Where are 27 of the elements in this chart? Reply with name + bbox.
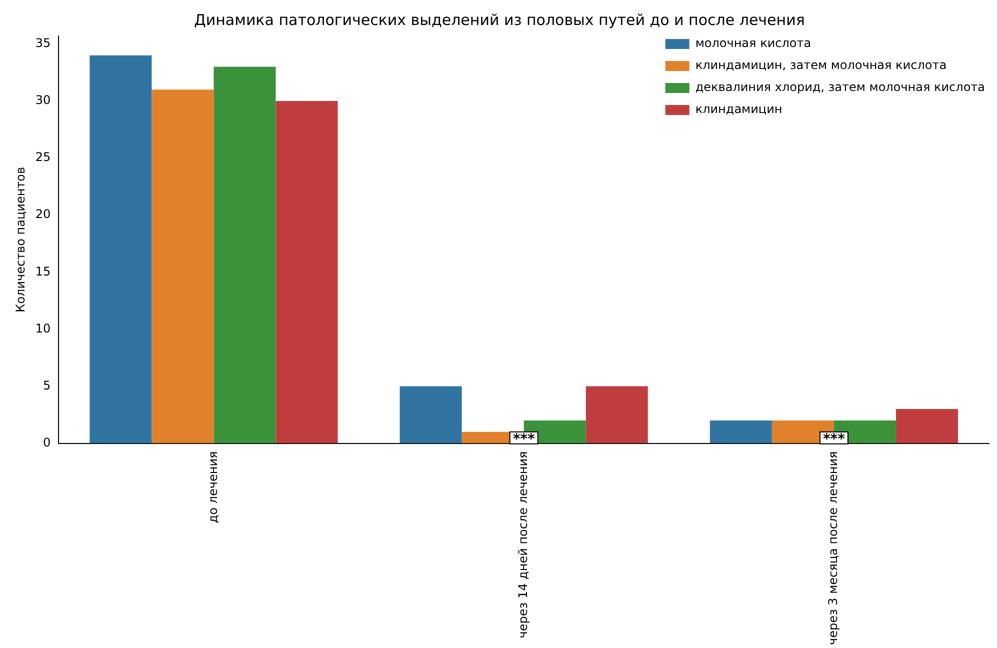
legend-label: деквалиния хлорид, затем молочная кислота [695, 80, 986, 94]
x-tick-label: через 3 месяца после лечения [826, 451, 840, 646]
y-tick-label: 5 [43, 378, 51, 392]
y-tick-label: 30 [35, 93, 51, 108]
x-tick-label: через 14 дней после лечения [516, 451, 530, 638]
bar [152, 90, 214, 444]
x-tick-label: до лечения [206, 451, 220, 524]
legend-label: молочная кислота [695, 36, 812, 50]
y-tick-label: 35 [35, 36, 51, 50]
bar [586, 386, 648, 444]
y-axis-title: Количество пациентов [13, 166, 28, 312]
annotation: *** [822, 431, 846, 448]
bar [276, 101, 338, 444]
bar [710, 420, 772, 444]
chart-title: Динамика патологических выделений из половых путей до и после лечения [194, 10, 805, 29]
y-tick-label: 20 [35, 207, 51, 222]
bar [400, 386, 462, 444]
bar [90, 55, 152, 444]
y-tick-label: 10 [35, 321, 51, 336]
legend-label: клиндамицин [695, 102, 782, 116]
bar [214, 66, 276, 444]
annotation: *** [512, 431, 536, 448]
legend-label: клиндамицин, затем молочная кислота [695, 58, 947, 72]
y-tick-label: 25 [35, 150, 51, 164]
y-tick-label: 0 [43, 435, 51, 450]
y-tick-label: 15 [35, 264, 51, 278]
bar [896, 409, 958, 444]
